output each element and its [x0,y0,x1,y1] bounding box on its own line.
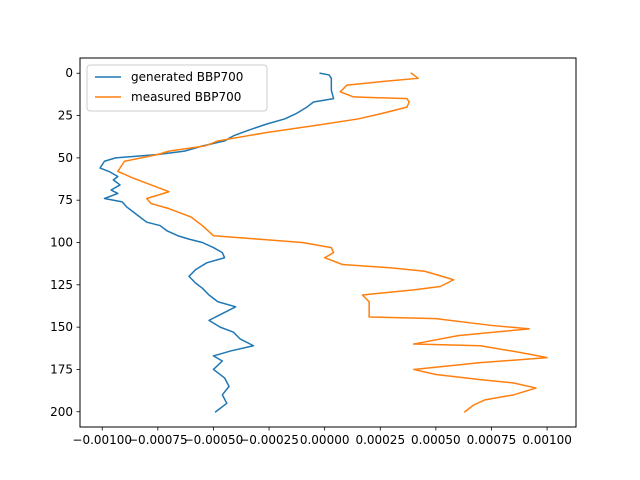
y-tick-label: 150 [50,320,73,334]
y-tick-label: 0 [65,66,73,80]
y-tick-label: 25 [58,109,73,123]
x-tick-label: 0.00075 [467,433,517,447]
x-tick-label: −0.00075 [128,433,188,447]
legend: generated BBP700 measured BBP700 [86,64,268,112]
y-tick-label: 200 [50,405,73,419]
legend-box [86,64,268,112]
y-tick-label: 75 [58,193,73,207]
y-tick-label: 50 [58,151,73,165]
x-tick-label: −0.00025 [239,433,299,447]
legend-label: generated BBP700 [131,70,243,84]
y-tick-label: 125 [50,278,73,292]
x-axis: −0.00100−0.00075−0.00050−0.00025 0.00000 0… [72,427,572,447]
x-tick-label: −0.00050 [184,433,244,447]
x-tick-label: 0.00050 [411,433,461,447]
x-tick-label: 0.00000 [300,433,350,447]
series-line-generated [99,72,335,413]
y-tick-label: 175 [50,362,73,376]
y-axis: 0 25 50 75 100 125 150 175 200 [50,66,80,419]
x-tick-label: 0.00025 [355,433,405,447]
x-tick-label: −0.00100 [72,433,132,447]
series-line-measured [117,72,548,413]
plot-area [99,72,548,413]
x-tick-label: 0.00100 [522,433,572,447]
y-tick-label: 100 [50,236,73,250]
legend-label: measured BBP700 [131,90,241,104]
